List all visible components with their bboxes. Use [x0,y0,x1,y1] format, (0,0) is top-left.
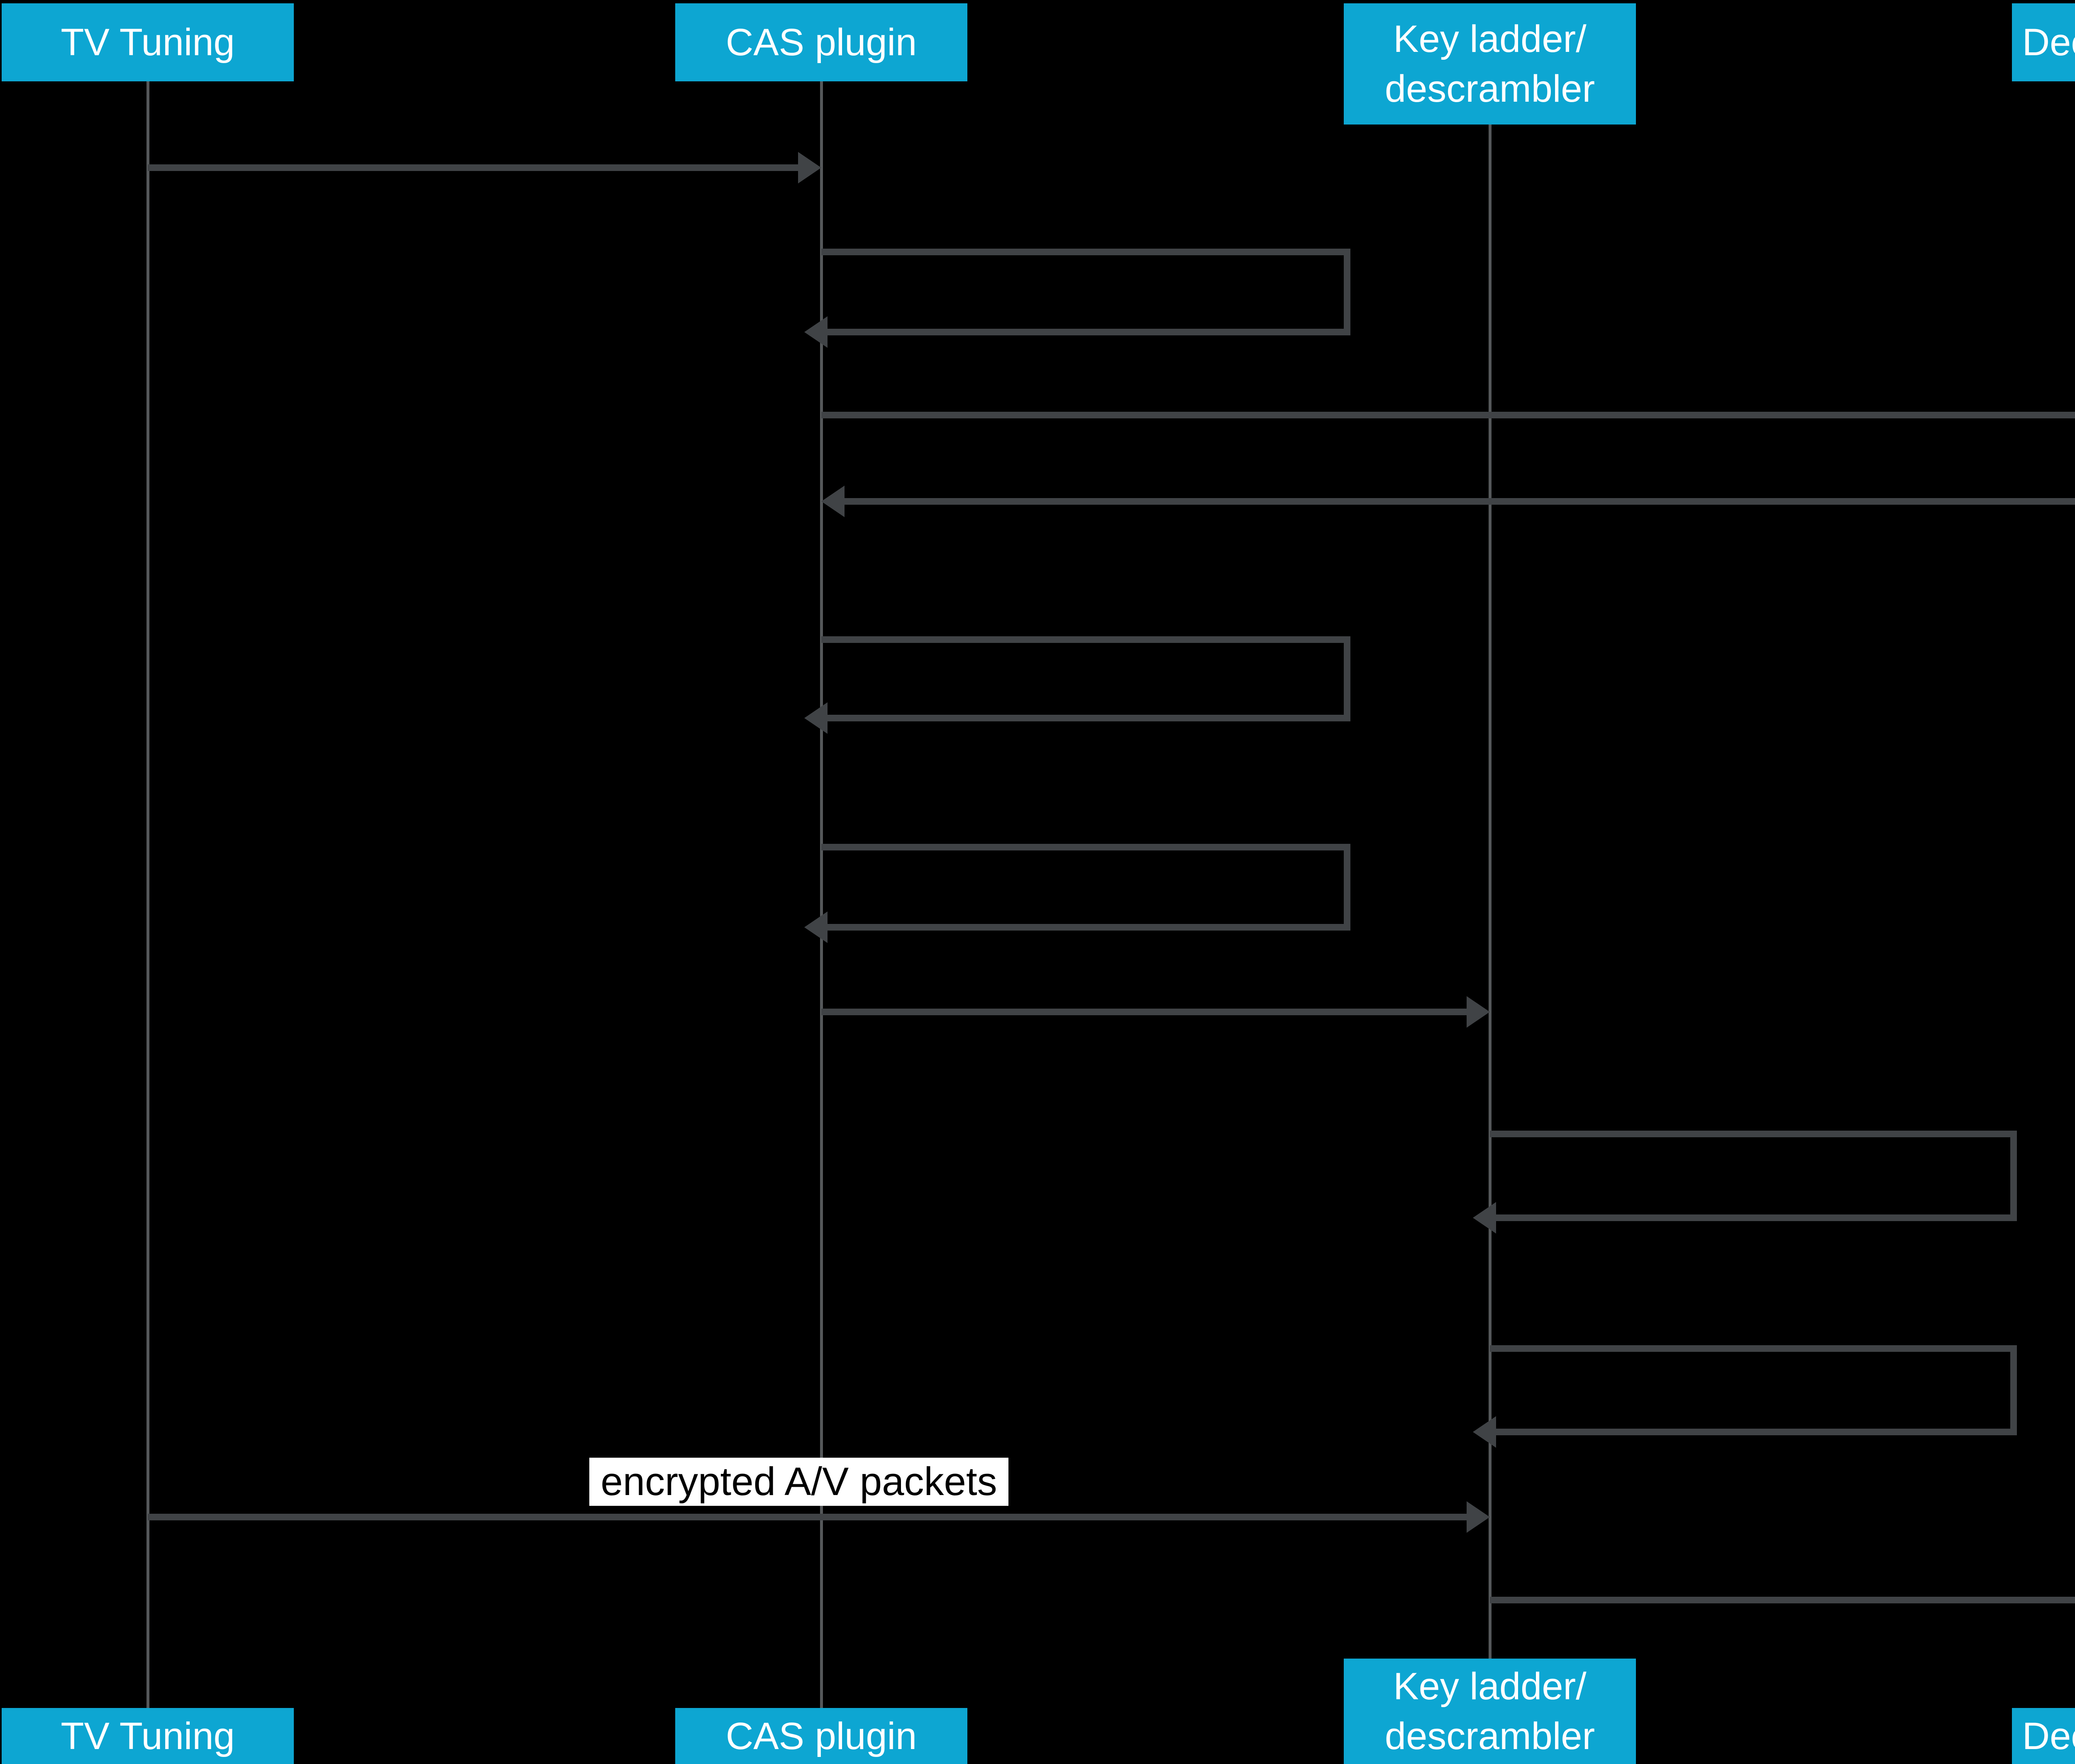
message-9-self-loop [1490,1345,2017,1435]
message-5-self-loop [821,636,1350,721]
message-10-label: encrypted A/V packets [589,1458,1008,1506]
message-8-self-loop [1490,1131,2017,1221]
actor-bottom-cas-plugin-label: CAS plugin [725,1715,917,1757]
message-8-arrowhead-left-icon [1473,1202,1496,1234]
lifeline-cas-plugin [820,81,823,1708]
actor-top-decode-display-label: Decode, display [2022,21,2075,64]
message-6-arrowhead-left-icon [804,911,828,943]
actor-bottom-decode-display: Decode, display [2012,1708,2075,1764]
message-2-arrowhead-left-icon [804,316,828,348]
lifeline-tv-tuning [146,81,149,1708]
actor-top-cas-plugin: CAS plugin [675,3,967,81]
actor-top-key-ladder-label-line2: descrambler [1384,68,1595,110]
message-10-line [148,1514,1467,1520]
message-1-arrowhead-right-icon [798,152,821,183]
message-4-arrowhead-left-icon [821,486,845,517]
message-10-label-text: encrypted A/V packets [601,1459,997,1504]
message-4-line [845,498,2075,505]
actor-bottom-key-ladder-label-line1: Key ladder/ [1393,1665,1587,1708]
actor-bottom-tv-tuning-label: TV Tuning [61,1715,235,1757]
message-5-arrowhead-left-icon [804,702,828,734]
actor-bottom-tv-tuning: TV Tuning [2,1708,294,1764]
actor-bottom-key-ladder: Key ladder/ descrambler [1344,1659,1636,1764]
actor-top-decode-display: Decode, display [2012,3,2075,81]
actor-bottom-decode-display-label: Decode, display [2022,1715,2075,1757]
message-11-line [1490,1597,2075,1603]
actor-bottom-key-ladder-label-line2: descrambler [1384,1715,1595,1757]
actor-top-cas-plugin-label: CAS plugin [725,21,917,64]
actor-top-tv-tuning: TV Tuning [2,3,294,81]
actor-top-tv-tuning-label: TV Tuning [61,21,235,64]
message-10-arrowhead-right-icon [1467,1501,1490,1533]
message-1-line [148,164,798,171]
message-9-arrowhead-left-icon [1473,1416,1496,1448]
actor-top-key-ladder-label-line1: Key ladder/ [1393,18,1587,60]
message-6-self-loop [821,844,1350,931]
message-2-self-loop [821,249,1350,335]
actor-bottom-cas-plugin: CAS plugin [675,1708,967,1764]
message-7-arrowhead-right-icon [1467,996,1490,1028]
message-7-line [821,1009,1467,1015]
message-3-line [821,412,2075,418]
lifeline-key-ladder [1489,125,1492,1659]
actor-top-key-ladder: Key ladder/ descrambler [1344,3,1636,125]
